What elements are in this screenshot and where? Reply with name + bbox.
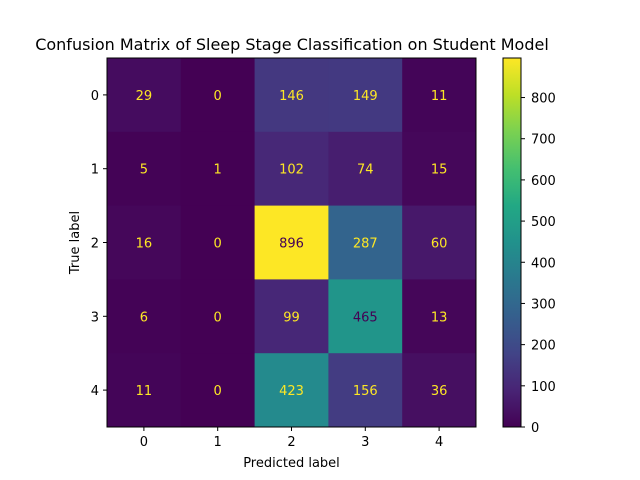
heatmap-cell xyxy=(107,353,182,428)
y-axis-label: True label xyxy=(68,211,83,275)
y-tick-label: 2 xyxy=(91,237,99,252)
colorbar xyxy=(502,57,522,428)
cell-value-label: 156 xyxy=(353,384,378,399)
cell-value-label: 15 xyxy=(431,163,448,178)
cell-value-label: 29 xyxy=(136,89,153,104)
cell-value-label: 13 xyxy=(431,310,448,325)
cell-value-label: 6 xyxy=(140,310,148,325)
heatmap-cell xyxy=(254,131,329,207)
heatmap-cell xyxy=(402,58,477,133)
cell-value-label: 99 xyxy=(283,310,300,325)
y-tick-label: 1 xyxy=(91,163,99,178)
colorbar-tick-label: 0 xyxy=(531,421,539,436)
x-tick-label: 3 xyxy=(361,435,369,450)
colorbar-tick-label: 400 xyxy=(531,256,556,271)
cell-value-label: 287 xyxy=(353,237,378,252)
cell-value-label: 896 xyxy=(279,237,304,252)
chart-title: Confusion Matrix of Sleep Stage Classifi… xyxy=(35,35,549,54)
colorbar-tick-label: 500 xyxy=(531,215,556,230)
x-tick-label: 2 xyxy=(287,435,295,450)
cell-value-label: 11 xyxy=(431,89,448,104)
cell-value-label: 1 xyxy=(214,163,222,178)
heatmap-cell xyxy=(328,353,403,428)
colorbar-tick-label: 700 xyxy=(531,133,556,148)
cell-value-label: 423 xyxy=(279,384,304,399)
heatmap-cell xyxy=(402,205,477,280)
heatmap-cell xyxy=(328,58,403,133)
y-tick-label: 0 xyxy=(91,89,99,104)
x-tick-label: 4 xyxy=(435,435,443,450)
heatmap-cell xyxy=(107,205,182,280)
cell-value-label: 0 xyxy=(214,89,222,104)
heatmap-cell xyxy=(254,353,329,428)
cell-value-label: 16 xyxy=(136,237,153,252)
colorbar-ticks: 0 100 200 300 400 500 600 700 800 xyxy=(521,92,556,436)
cell-value-label: 0 xyxy=(214,310,222,325)
colorbar-tick-label: 600 xyxy=(531,174,556,189)
cell-value-label: 5 xyxy=(140,163,148,178)
colorbar-tick-label: 800 xyxy=(531,92,556,107)
x-axis-label: Predicted label xyxy=(243,456,340,471)
heatmap-cell xyxy=(328,279,403,354)
cell-value-label: 0 xyxy=(214,384,222,399)
heatmap-cell xyxy=(180,353,256,428)
heatmap-cell xyxy=(254,279,329,354)
heatmap-cell xyxy=(180,279,256,354)
heatmap-cell xyxy=(402,279,477,354)
cell-value-label: 36 xyxy=(431,384,448,399)
cell-value-label: 102 xyxy=(279,163,304,178)
heatmap-cell xyxy=(402,353,477,428)
heatmap-cell xyxy=(107,279,182,354)
x-tick-label: 1 xyxy=(214,435,222,450)
heatmap-cells xyxy=(107,58,477,428)
colorbar-tick-label: 200 xyxy=(531,339,556,354)
cell-value-label: 11 xyxy=(136,384,153,399)
cell-value-label: 146 xyxy=(279,89,304,104)
colorbar-tick-label: 300 xyxy=(531,297,556,312)
heatmap-cell xyxy=(180,58,256,133)
heatmap-cell xyxy=(254,58,329,133)
y-tick-label: 3 xyxy=(91,310,99,325)
x-tick-label: 0 xyxy=(140,435,148,450)
cell-value-label: 0 xyxy=(214,237,222,252)
y-tick-label: 4 xyxy=(91,384,99,399)
y-axis-ticks: 0 1 2 3 4 xyxy=(91,89,107,399)
heatmap-cell xyxy=(180,205,256,280)
heatmap-cell xyxy=(107,58,182,133)
cell-value-label: 60 xyxy=(431,237,448,252)
heatmap-cell xyxy=(107,131,182,207)
x-axis-ticks: 0 1 2 3 4 xyxy=(140,427,443,450)
heatmap-cell xyxy=(402,131,477,207)
cell-value-label: 465 xyxy=(353,310,378,325)
cell-value-label: 149 xyxy=(353,89,378,104)
heatmap-cell xyxy=(254,205,329,280)
cell-value-label: 74 xyxy=(357,163,374,178)
heatmap-cell xyxy=(180,131,256,207)
heatmap-cell xyxy=(328,205,403,280)
heatmap-cell xyxy=(328,131,403,207)
colorbar-tick-label: 100 xyxy=(531,380,556,395)
